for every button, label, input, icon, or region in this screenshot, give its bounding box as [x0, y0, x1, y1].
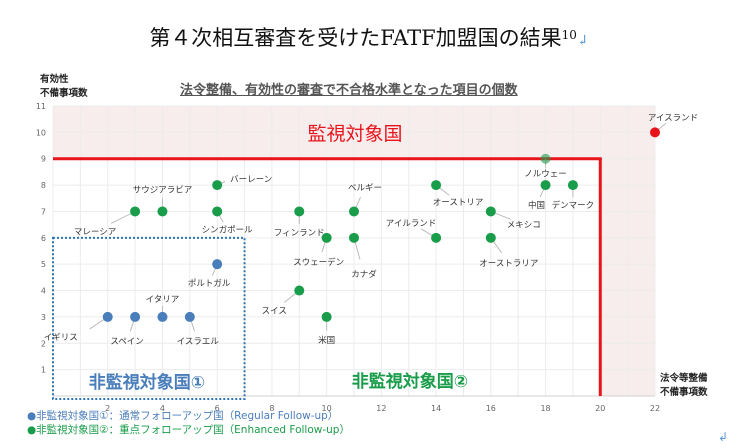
y-tick-label: 5: [41, 260, 46, 269]
x-tick-label: 6: [215, 404, 220, 413]
title-text: 第４次相互審査を受けたFATF加盟国の結果: [149, 26, 562, 50]
data-label: イギリス: [44, 333, 78, 343]
data-point: [102, 311, 113, 322]
x-tick-label: 10: [322, 404, 332, 413]
data-label: スイス: [262, 307, 287, 317]
data-point: [212, 180, 223, 191]
data-label: オーストラリア: [479, 259, 538, 269]
data-point: [540, 180, 551, 191]
data-point: [130, 311, 141, 322]
data-point: [321, 311, 332, 322]
data-label: イタリア: [146, 295, 180, 305]
x-tick-label: 2: [105, 404, 110, 413]
data-label: サウジアラビア: [133, 185, 193, 195]
paragraph-mark-icon: ↲: [718, 430, 729, 444]
data-point: [130, 206, 141, 217]
x-tick-label: 18: [540, 404, 550, 413]
data-label: スペイン: [110, 337, 143, 347]
data-point: [540, 153, 551, 164]
data-label: フィンランド: [274, 228, 325, 238]
legend-item-enhanced: ●非監視対象国②：重点フォローアップ国（Enhanced Follow-up）: [27, 424, 350, 436]
y-tick-label: 4: [41, 287, 46, 296]
data-point: [431, 180, 442, 191]
data-label: スウェーデン: [293, 257, 344, 268]
data-point: [349, 206, 359, 217]
data-point: [431, 232, 442, 243]
legend: ●非監視対象国①：通常フォローアップ国（Regular Follow-up） ●…: [27, 409, 350, 437]
y-axis-title-line2: 不備事項数: [40, 88, 88, 99]
y-axis-title: 有効性 不備事項数: [40, 73, 88, 101]
x-axis-title: 法令等整備 不備事項数: [660, 372, 708, 400]
data-point: [212, 206, 223, 217]
y-tick-label: 9: [41, 155, 46, 164]
x-tick-label: 14: [431, 404, 441, 413]
data-label: カナダ: [351, 269, 377, 280]
data-label: アイスランド: [648, 113, 698, 123]
data-point: [485, 232, 496, 243]
y-axis-title-line1: 有効性: [40, 74, 69, 85]
y-tick-label: 2: [41, 339, 46, 348]
y-tick-label: 11: [36, 102, 46, 111]
data-label: ノルウェー: [524, 170, 567, 180]
data-label: デンマーク: [552, 200, 595, 211]
data-label: バーレーン: [230, 175, 272, 185]
data-label: 米国: [318, 335, 335, 346]
data-point: [212, 259, 223, 270]
data-label: メキシコ: [507, 220, 541, 230]
y-tick-label: 1: [41, 366, 46, 375]
legend-item-regular: ●非監視対象国①：通常フォローアップ国（Regular Follow-up）: [27, 410, 339, 422]
data-label: イスラエル: [177, 337, 220, 347]
data-label: アイルランド: [386, 219, 437, 229]
data-point: [349, 232, 359, 243]
data-label: 中国: [528, 200, 545, 211]
region-label-2: 非監視対象国②: [352, 371, 468, 392]
y-tick-label: 3: [41, 313, 46, 322]
data-point: [485, 206, 496, 217]
data-point: [294, 206, 305, 217]
region-label-monitored: 監視対象国: [307, 123, 402, 145]
x-axis-title-line2: 不備事項数: [660, 387, 708, 398]
x-tick-label: 16: [486, 404, 496, 413]
region-label-1: 非監視対象国①: [89, 372, 205, 393]
data-point: [184, 311, 195, 322]
data-point: [567, 180, 578, 191]
x-tick-label: 22: [650, 404, 660, 413]
data-label: ポルトガル: [188, 278, 231, 289]
y-tick-label: 8: [41, 181, 46, 190]
paragraph-mark-icon: ↲: [576, 33, 589, 49]
data-label: オーストリア: [433, 198, 484, 208]
x-axis-title-line1: 法令等整備: [660, 373, 708, 384]
data-label: シンガポール: [202, 224, 254, 235]
non-monitored-region-1-box: [52, 236, 246, 400]
y-tick-label: 10: [36, 128, 46, 137]
data-point: [157, 206, 168, 217]
x-tick-label: 4: [160, 404, 165, 413]
y-tick-label: 7: [41, 207, 46, 216]
footnote-ref: 10: [561, 28, 577, 42]
y-tick-label: 6: [41, 234, 46, 243]
x-tick-label: 20: [595, 404, 605, 413]
data-point: [650, 127, 660, 138]
data-label: マレーシア: [74, 227, 116, 237]
chart-title: 法令整備、有効性の審査で不合格水準となった項目の個数: [180, 83, 518, 98]
document-title: 第４次相互審査を受けたFATF加盟国の結果10↲: [0, 22, 738, 52]
data-label: ベルギー: [348, 183, 382, 193]
data-point: [294, 285, 305, 296]
x-tick-label: 8: [269, 404, 274, 413]
x-tick-label: 12: [376, 404, 386, 413]
data-point: [321, 232, 332, 243]
data-point: [157, 311, 168, 322]
